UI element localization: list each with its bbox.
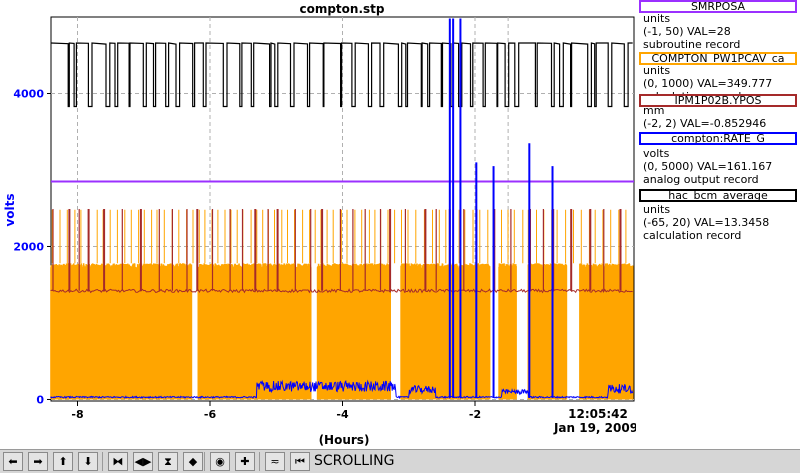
auto-scale-button[interactable]: ≂ [265, 452, 285, 471]
series-compton-pw1pcav [50, 263, 634, 400]
plus-icon: ✚ [240, 455, 250, 468]
zoom-out-x-button[interactable]: ◀▶ [133, 452, 153, 471]
pan-down-button[interactable]: ⬇ [78, 452, 98, 471]
zoom-in-x-button[interactable]: ⧓ [108, 452, 128, 471]
time-label: 12:05:42 [568, 407, 628, 421]
legend-range-value: (0, 1000) VAL=349.777 [643, 77, 773, 90]
axes: -8 -6 -4 -2 0 2000 4000 [13, 87, 481, 421]
series-ipm1p02b-ypos [50, 288, 633, 294]
waveform-icon: ≂ [270, 455, 280, 468]
toolbar-separator [102, 452, 103, 471]
legend-range-value: (-2, 2) VAL=-0.852946 [643, 117, 767, 130]
strip-chart[interactable]: -8 -6 -4 -2 0 2000 4000 compton.stp volts (Hou… [0, 0, 636, 449]
legend-entry-compton-pw1pcav[interactable]: COMPTON_PW1PCAV_ca [639, 52, 797, 65]
legend-entry-ipm1p02b-ypos[interactable]: IPM1P02B.YPOS [639, 94, 797, 107]
legend-entry-hac-bcm-average[interactable]: hac_bcm_average [639, 189, 797, 202]
arrow-up-icon: ⬆ [58, 455, 68, 468]
pan-up-button[interactable]: ⬆ [53, 452, 73, 471]
arrow-right-icon: ➡ [33, 455, 43, 468]
legend-units: units [643, 64, 671, 77]
legend-entry-compton-rate-g[interactable]: compton:RATE_G [639, 132, 797, 145]
y-axis-label: volts [3, 193, 17, 226]
legend-range-value: (0, 5000) VAL=161.167 [643, 160, 773, 173]
legend-range-value: (-1, 50) VAL=28 [643, 25, 731, 38]
legend-units: mm [643, 104, 665, 117]
zoom-in-y-button[interactable]: ⧗ [158, 452, 178, 471]
legend-record-type: analog output record [643, 173, 759, 186]
add-button[interactable]: ✚ [235, 452, 255, 471]
toolbar-separator [204, 452, 205, 471]
x-tick-label: -4 [336, 408, 349, 421]
x-axis-label: (Hours) [319, 433, 370, 447]
toolbar: SCROLLING ⬅ ➡ ⬆ ⬇ ⧓ ◀▶ ⧗ ◆ ◉ ✚ ≂ ⏮ [0, 449, 800, 473]
x-tick-label: -6 [204, 408, 217, 421]
arrow-left-icon: ⬅ [8, 455, 18, 468]
legend-name: compton:RATE_G [671, 132, 765, 145]
legend-record-type: subroutine record [643, 38, 741, 51]
zoom-out-y-button[interactable]: ◆ [183, 452, 203, 471]
y-tick-label: 2000 [13, 240, 44, 253]
legend-name: IPM1P02B.YPOS [674, 94, 762, 107]
zoom-out-x-icon: ◀▶ [134, 455, 152, 468]
chart-title: compton.stp [299, 2, 384, 16]
scroll-status: SCROLLING [314, 453, 395, 469]
arrow-down-icon: ⬇ [83, 455, 93, 468]
scroll-icon: ⏮ [295, 455, 305, 468]
pan-right-button[interactable]: ➡ [28, 452, 48, 471]
legend-name: hac_bcm_average [668, 189, 768, 202]
y-tick-label: 0 [36, 393, 44, 406]
pan-left-button[interactable]: ⬅ [3, 452, 23, 471]
legend-name: SMRPOSA [690, 0, 746, 13]
x-tick-label: -8 [71, 408, 83, 421]
legend-units: units [643, 12, 671, 25]
series-hac-bcm-average [50, 42, 633, 108]
series-layer [50, 18, 634, 400]
zoom-in-y-icon: ⧗ [164, 455, 172, 468]
legend-name: COMPTON_PW1PCAV_ca [651, 52, 785, 65]
legend-record-type: calculation record [643, 229, 742, 242]
legend-units: volts [643, 147, 670, 160]
reset-button[interactable]: ◉ [210, 452, 230, 471]
zoom-out-y-icon: ◆ [188, 455, 198, 468]
series-ipm1p02b-ypos-spikes [52, 209, 622, 291]
legend-units: units [643, 203, 671, 216]
scroll-button[interactable]: ⏮ [290, 452, 310, 471]
y-tick-label: 4000 [13, 87, 44, 100]
zoom-in-x-icon: ⧓ [112, 455, 124, 468]
legend-entry-smrposa[interactable]: SMRPOSA [639, 0, 797, 13]
x-tick-label: -2 [469, 408, 481, 421]
toolbar-separator [259, 452, 260, 471]
legend-range-value: (-65, 20) VAL=13.3458 [643, 216, 770, 229]
circle-icon: ◉ [215, 455, 225, 468]
date-label: Jan 19, 2009 [553, 421, 636, 435]
series-compton-rate-g [50, 379, 634, 400]
